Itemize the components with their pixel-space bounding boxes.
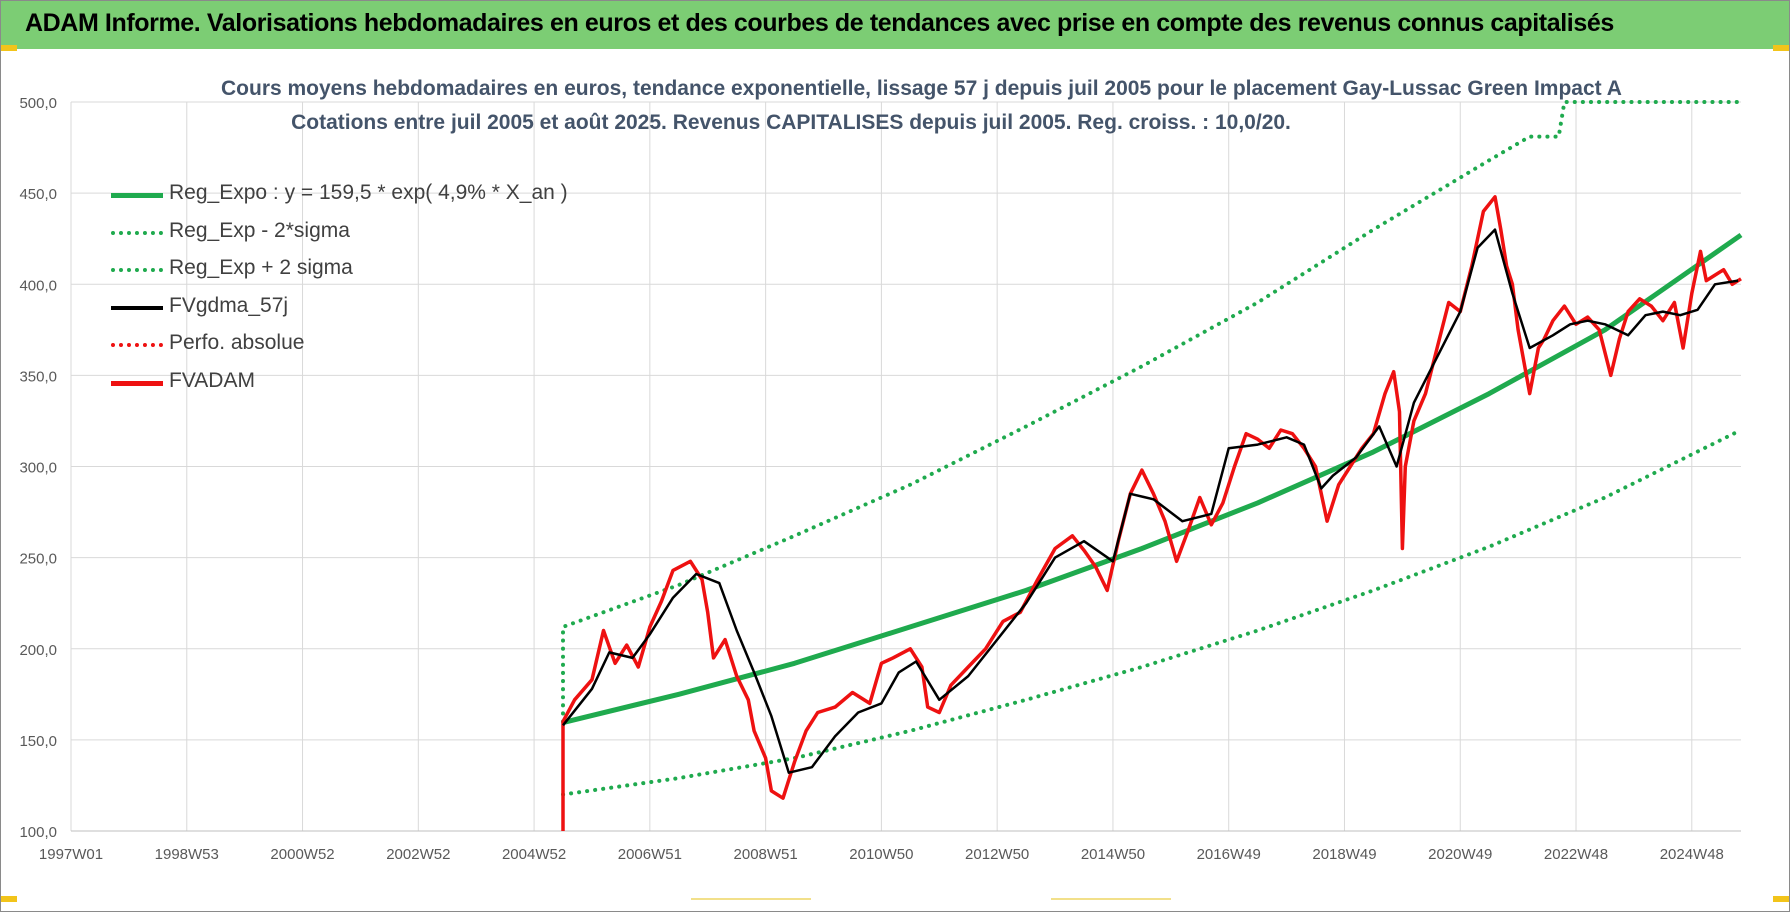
page-title: ADAM Informe. Valorisations hebdomadaire… <box>25 9 1614 37</box>
y-tick-label: 100,0 <box>19 824 57 841</box>
x-tick-label: 2018W49 <box>1312 846 1376 863</box>
legend-swatch <box>111 268 163 272</box>
legend-label: Reg_Exp + 2 sigma <box>169 256 353 279</box>
legend-label: FVgdma_57j <box>169 293 289 317</box>
x-tick-label: 2008W51 <box>734 846 798 863</box>
corner-mark-top-right <box>1773 45 1789 51</box>
plot-area <box>561 100 1743 831</box>
legend-swatch <box>111 305 163 310</box>
y-tick-label: 300,0 <box>19 460 57 477</box>
x-tick-label: 2016W49 <box>1197 846 1261 863</box>
y-tick-label: 200,0 <box>19 642 57 659</box>
legend-label: Perfo. absolue <box>169 331 305 354</box>
header-banner: ADAM Informe. Valorisations hebdomadaire… <box>1 1 1789 49</box>
chart-subtitle: Cotations entre juil 2005 et août 2025. … <box>291 111 1291 134</box>
x-tick-label: 2012W50 <box>965 846 1029 863</box>
legend-swatch <box>111 193 163 198</box>
legend-swatch <box>111 343 163 347</box>
x-tick-label: 2014W50 <box>1081 846 1145 863</box>
legend-label: Reg_Exp - 2*sigma <box>169 218 350 242</box>
x-tick-label: 2024W48 <box>1660 846 1724 863</box>
y-tick-label: 250,0 <box>19 551 57 568</box>
bottom-accent-mark <box>1051 898 1171 900</box>
corner-mark-top-left <box>1 45 17 51</box>
corner-mark-bottom-left <box>1 896 17 902</box>
x-tick-label: 2010W50 <box>849 846 913 863</box>
legend-swatch <box>111 380 163 386</box>
x-tick-label: 2020W49 <box>1428 846 1492 863</box>
x-tick-label: 1997W01 <box>39 846 103 863</box>
lower-band-line <box>561 428 1743 797</box>
upper-band-line <box>561 100 1743 724</box>
x-tick-label: 1998W53 <box>155 846 219 863</box>
legend-label: Reg_Expo : y = 159,5 * exp( 4,9% * X_an … <box>169 181 568 204</box>
bottom-accent-mark <box>691 898 811 900</box>
x-tick-label: 2004W52 <box>502 846 566 863</box>
legend-label: FVADAM <box>169 368 255 392</box>
chart-title: Cours moyens hebdomadaires en euros, ten… <box>221 77 1622 100</box>
x-tick-label: 2022W48 <box>1544 846 1608 863</box>
y-tick-label: 150,0 <box>19 733 57 750</box>
corner-mark-bottom-right <box>1773 896 1789 902</box>
x-tick-label: 2000W52 <box>270 846 334 863</box>
smoothed-line <box>562 228 1739 774</box>
x-tick-label: 2006W51 <box>618 846 682 863</box>
y-tick-label: 350,0 <box>19 368 57 385</box>
regression-line <box>562 232 1743 726</box>
x-tick-label: 2002W52 <box>386 846 450 863</box>
y-tick-label: 450,0 <box>19 186 57 203</box>
y-tick-label: 400,0 <box>19 277 57 294</box>
gridlines <box>70 101 1741 832</box>
y-axis-tick-labels: 100,0 150,0 200,0 250,0 300,0 350,0 400,0 450,0… <box>19 95 57 841</box>
x-axis-tick-labels: 1997W01 1998W53 2000W52 2002W52 2004W52 2006W… <box>39 846 1724 863</box>
y-tick-label: 500,0 <box>19 95 57 112</box>
price-line <box>561 195 1742 831</box>
legend-swatch <box>111 230 163 235</box>
